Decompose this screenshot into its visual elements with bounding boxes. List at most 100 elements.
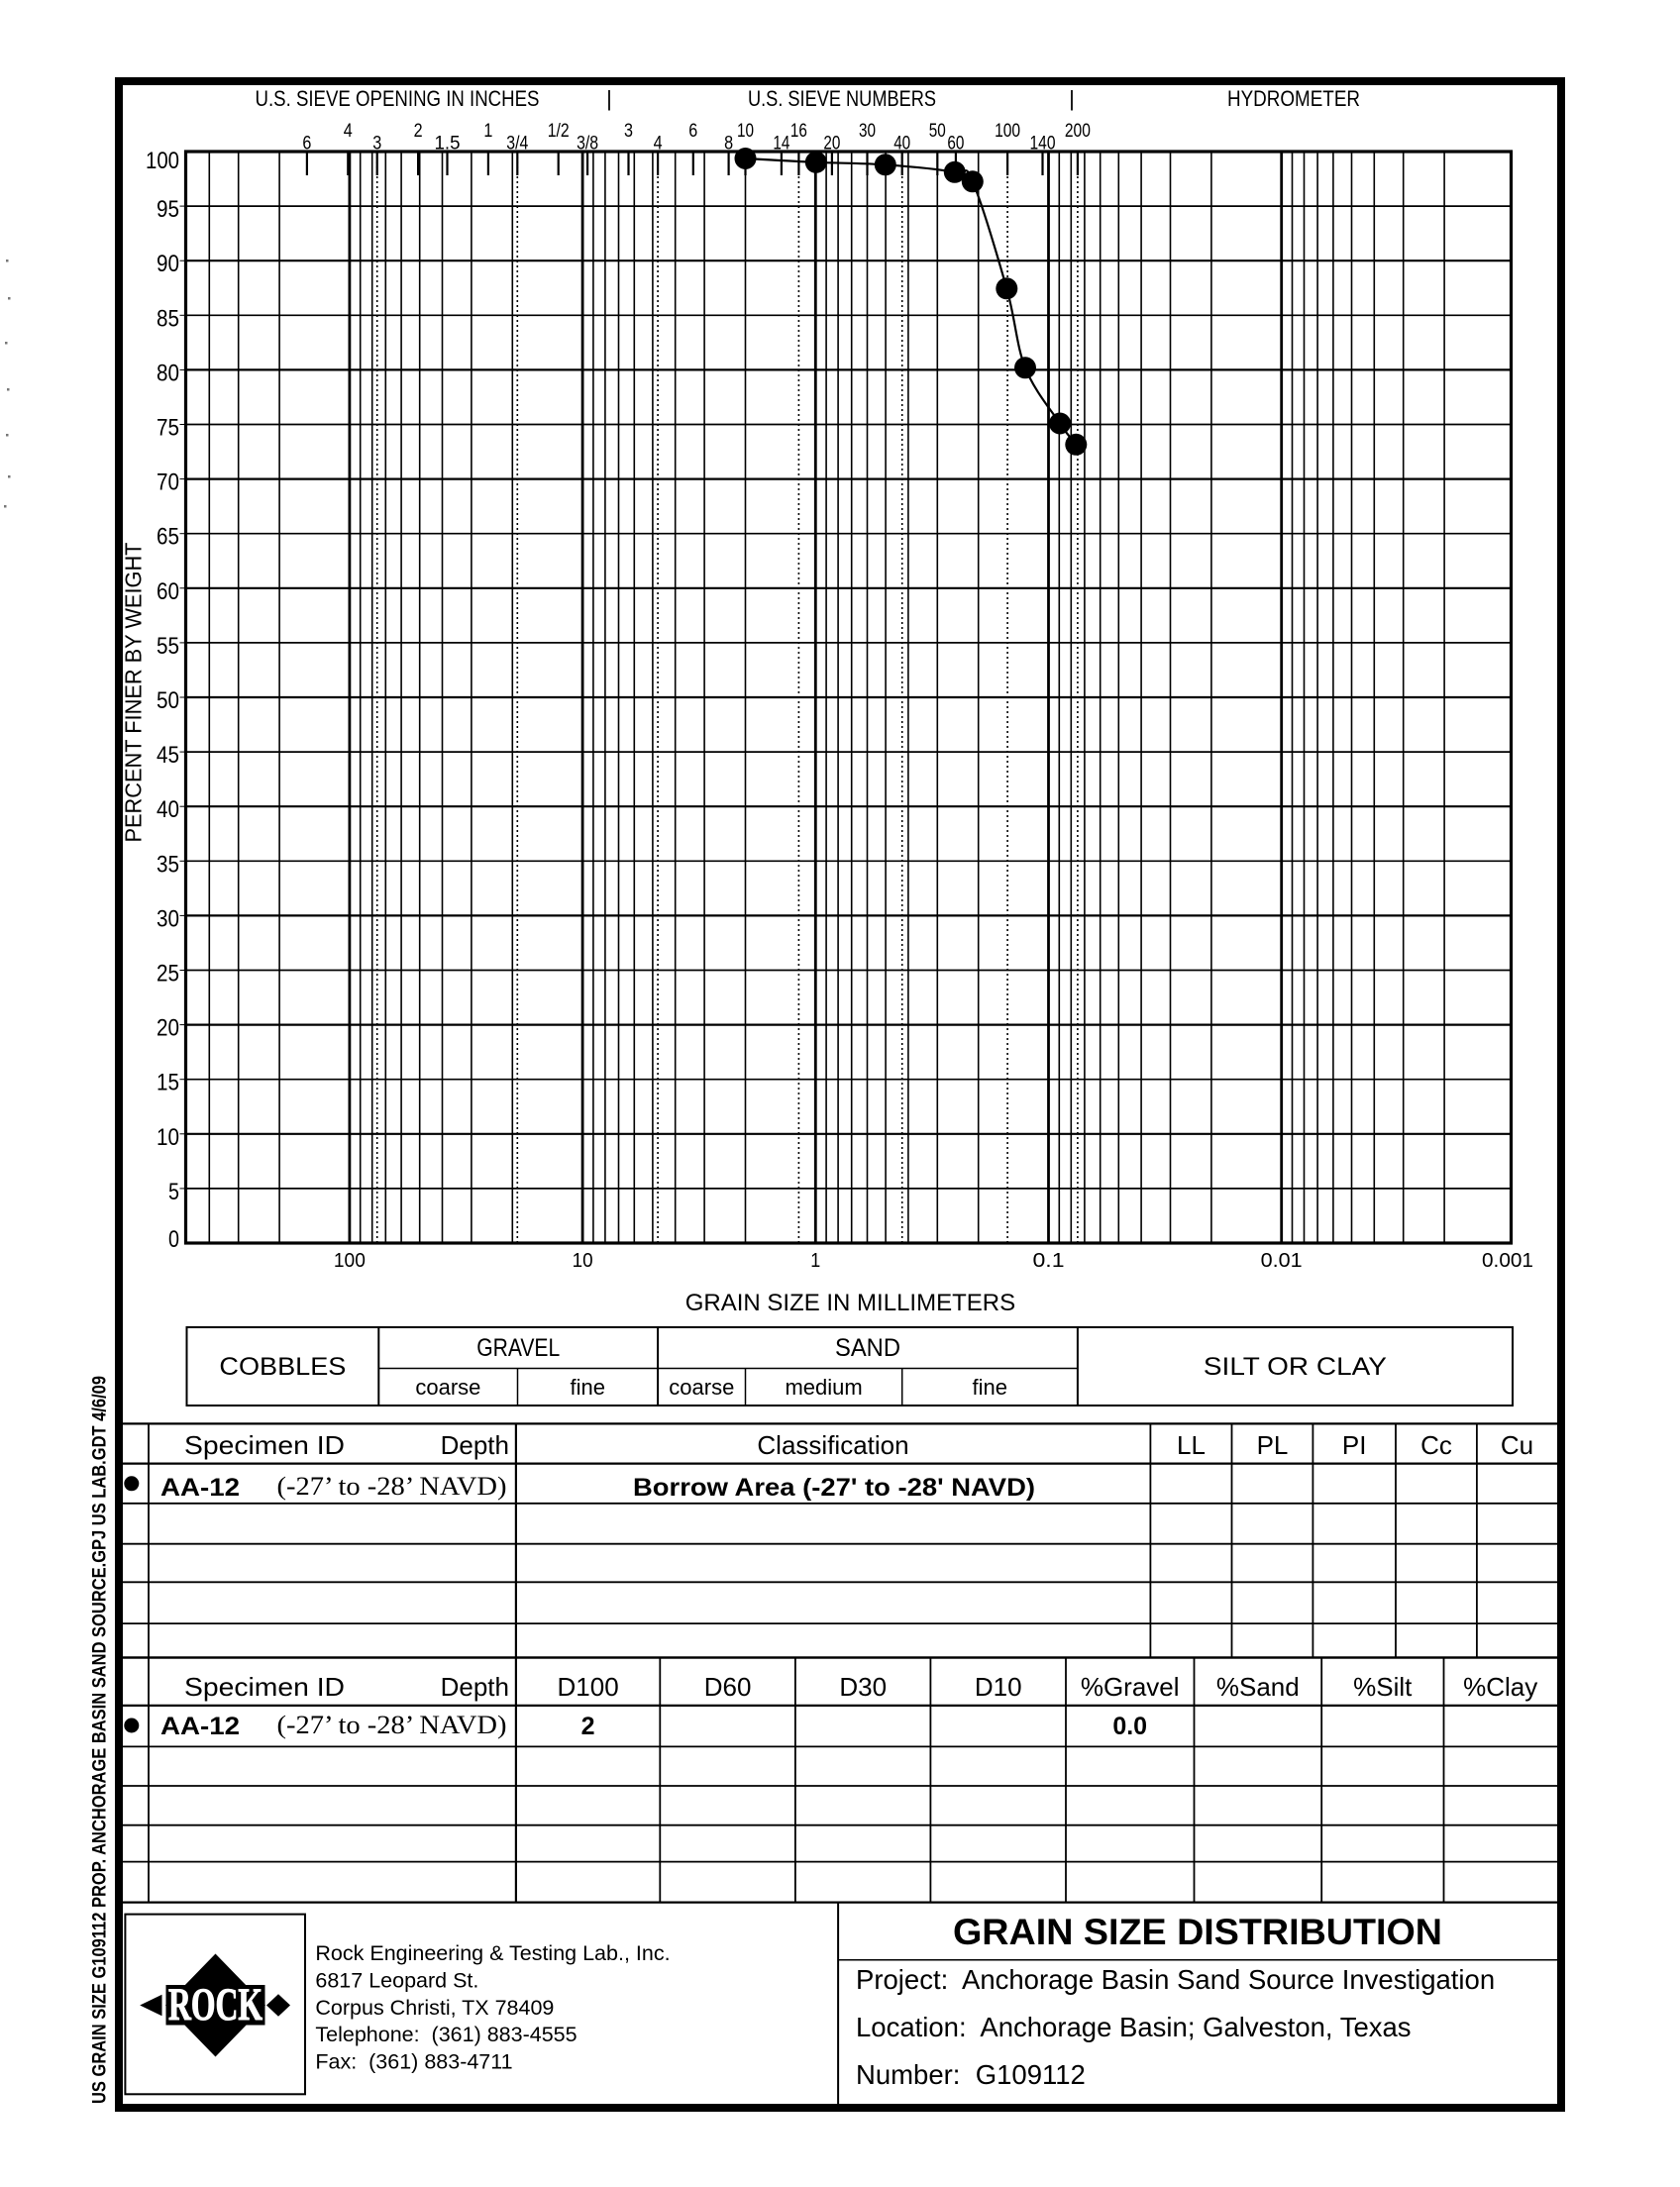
svg-text:|: | bbox=[606, 86, 612, 111]
svg-text:(-27’ to -28’ NAVD): (-27’ to -28’ NAVD) bbox=[277, 1472, 507, 1501]
svg-text:45: 45 bbox=[157, 742, 179, 769]
svg-text:14: 14 bbox=[773, 134, 789, 155]
svg-text:15: 15 bbox=[157, 1070, 179, 1096]
svg-text:30: 30 bbox=[157, 905, 179, 932]
svg-text:3: 3 bbox=[372, 134, 381, 155]
svg-text:70: 70 bbox=[157, 469, 179, 496]
svg-text:U.S. SIEVE NUMBERS: U.S. SIEVE NUMBERS bbox=[748, 86, 936, 111]
svg-text:35: 35 bbox=[157, 851, 179, 878]
svg-text:40: 40 bbox=[157, 796, 179, 823]
svg-text:GRAIN SIZE IN MILLIMETERS: GRAIN SIZE IN MILLIMETERS bbox=[685, 1290, 1015, 1316]
svg-text:%Sand: %Sand bbox=[1216, 1672, 1300, 1702]
svg-text:95: 95 bbox=[157, 196, 179, 223]
svg-text:3/8: 3/8 bbox=[577, 134, 598, 155]
svg-text:GRAIN SIZE DISTRIBUTION: GRAIN SIZE DISTRIBUTION bbox=[953, 1912, 1442, 1952]
svg-text:LL: LL bbox=[1177, 1430, 1206, 1460]
svg-text:3/4: 3/4 bbox=[506, 134, 528, 155]
svg-text:ROCK: ROCK bbox=[168, 1979, 262, 2031]
svg-text:80: 80 bbox=[157, 360, 179, 386]
svg-text:140: 140 bbox=[1030, 134, 1056, 155]
svg-text:%Gravel: %Gravel bbox=[1081, 1672, 1180, 1702]
svg-text:0.01: 0.01 bbox=[1261, 1249, 1303, 1272]
svg-text:60: 60 bbox=[947, 134, 964, 155]
svg-text:10: 10 bbox=[157, 1124, 179, 1151]
svg-text:COBBLES: COBBLES bbox=[219, 1353, 346, 1381]
svg-text:Classification: Classification bbox=[757, 1430, 908, 1460]
svg-text:coarse: coarse bbox=[415, 1375, 480, 1400]
svg-text:Specimen ID: Specimen ID bbox=[184, 1672, 345, 1702]
svg-text:Project: Anchorage Basin Sand: Project: Anchorage Basin Sand Source Inv… bbox=[856, 1964, 1495, 1995]
svg-text:8: 8 bbox=[724, 134, 733, 155]
svg-text:6: 6 bbox=[688, 121, 697, 142]
svg-text:30: 30 bbox=[859, 121, 876, 142]
svg-text:Fax: (361) 883-4711: Fax: (361) 883-4711 bbox=[315, 2050, 512, 2074]
svg-text:50: 50 bbox=[157, 687, 179, 714]
svg-text:3: 3 bbox=[624, 121, 633, 142]
svg-text:Cu: Cu bbox=[1501, 1430, 1533, 1460]
svg-text:1.5: 1.5 bbox=[435, 134, 461, 155]
svg-text:16: 16 bbox=[790, 121, 807, 142]
svg-text:25: 25 bbox=[157, 961, 179, 988]
svg-text:200: 200 bbox=[1065, 121, 1091, 142]
svg-text:medium: medium bbox=[785, 1375, 862, 1400]
svg-text:6: 6 bbox=[302, 134, 311, 155]
svg-text:10: 10 bbox=[573, 1249, 593, 1272]
svg-text:SILT OR CLAY: SILT OR CLAY bbox=[1204, 1353, 1387, 1381]
svg-text:D60: D60 bbox=[704, 1672, 752, 1702]
svg-text:D30: D30 bbox=[839, 1672, 887, 1702]
svg-text:4: 4 bbox=[654, 134, 663, 155]
svg-text:(-27’ to -28’ NAVD): (-27’ to -28’ NAVD) bbox=[277, 1711, 507, 1739]
svg-text:D100: D100 bbox=[558, 1672, 619, 1702]
svg-text:Location: Anchorage Basin; Ga: Location: Anchorage Basin; Galveston, Te… bbox=[856, 2012, 1412, 2042]
svg-text:65: 65 bbox=[157, 524, 179, 551]
svg-text:0.001: 0.001 bbox=[1482, 1249, 1533, 1272]
svg-text:Depth: Depth bbox=[441, 1430, 509, 1460]
svg-text:10: 10 bbox=[737, 121, 754, 142]
svg-text:1/2: 1/2 bbox=[548, 121, 570, 142]
svg-text:6817 Leopard St.: 6817 Leopard St. bbox=[315, 1968, 478, 1992]
svg-text:0.1: 0.1 bbox=[1033, 1249, 1065, 1272]
svg-text:Corpus Christi, TX 78409: Corpus Christi, TX 78409 bbox=[315, 1996, 554, 2020]
svg-text:100: 100 bbox=[146, 148, 179, 174]
svg-text:100: 100 bbox=[334, 1249, 366, 1272]
svg-text:Cc: Cc bbox=[1420, 1430, 1452, 1460]
svg-text:2: 2 bbox=[581, 1713, 595, 1740]
svg-text:1: 1 bbox=[810, 1249, 820, 1272]
svg-text:fine: fine bbox=[571, 1375, 605, 1400]
svg-text:D10: D10 bbox=[975, 1672, 1022, 1702]
svg-text:20: 20 bbox=[823, 134, 840, 155]
svg-text:0: 0 bbox=[168, 1226, 179, 1253]
svg-text:coarse: coarse bbox=[669, 1375, 734, 1400]
svg-text:Borrow Area (-27' to -28' NAVD: Borrow Area (-27' to -28' NAVD) bbox=[633, 1474, 1035, 1502]
svg-text:4: 4 bbox=[344, 121, 353, 142]
svg-text:50: 50 bbox=[929, 121, 946, 142]
svg-text:Rock Engineering & Testing Lab: Rock Engineering & Testing Lab., Inc. bbox=[315, 1941, 670, 1965]
svg-text:Specimen ID: Specimen ID bbox=[184, 1430, 345, 1460]
svg-text:HYDROMETER: HYDROMETER bbox=[1227, 86, 1360, 111]
svg-text:AA-12: AA-12 bbox=[160, 1713, 240, 1740]
svg-text:SAND: SAND bbox=[835, 1334, 900, 1362]
svg-text:US GRAIN SIZE G109112 PROP: US GRAIN SIZE G109112 PROP. ANCHORAGE BA… bbox=[90, 1376, 111, 2104]
svg-text:40: 40 bbox=[893, 134, 910, 155]
svg-text:85: 85 bbox=[157, 305, 179, 332]
svg-text:5: 5 bbox=[168, 1179, 179, 1205]
svg-text:60: 60 bbox=[157, 578, 179, 605]
svg-text:|: | bbox=[1069, 86, 1075, 111]
svg-text:75: 75 bbox=[157, 415, 179, 442]
svg-text:2: 2 bbox=[414, 121, 423, 142]
svg-text:Depth: Depth bbox=[441, 1672, 509, 1702]
svg-text:%Clay: %Clay bbox=[1463, 1672, 1537, 1702]
svg-text:fine: fine bbox=[973, 1375, 1007, 1400]
svg-text:AA-12: AA-12 bbox=[160, 1474, 240, 1502]
svg-text:1: 1 bbox=[483, 121, 492, 142]
svg-text:PERCENT FINER BY WEIGHT: PERCENT FINER BY WEIGHT bbox=[121, 543, 147, 843]
svg-text:0.0: 0.0 bbox=[1112, 1713, 1147, 1740]
svg-text:20: 20 bbox=[157, 1015, 179, 1042]
svg-text:GRAVEL: GRAVEL bbox=[476, 1334, 560, 1362]
svg-text:Number: G109112: Number: G109112 bbox=[856, 2059, 1086, 2090]
svg-text:90: 90 bbox=[157, 251, 179, 277]
svg-text:U.S. SIEVE OPENING IN INCHES: U.S. SIEVE OPENING IN INCHES bbox=[256, 86, 540, 111]
svg-text:100: 100 bbox=[995, 121, 1020, 142]
svg-text:%Silt: %Silt bbox=[1353, 1672, 1413, 1702]
svg-text:PL: PL bbox=[1257, 1430, 1289, 1460]
